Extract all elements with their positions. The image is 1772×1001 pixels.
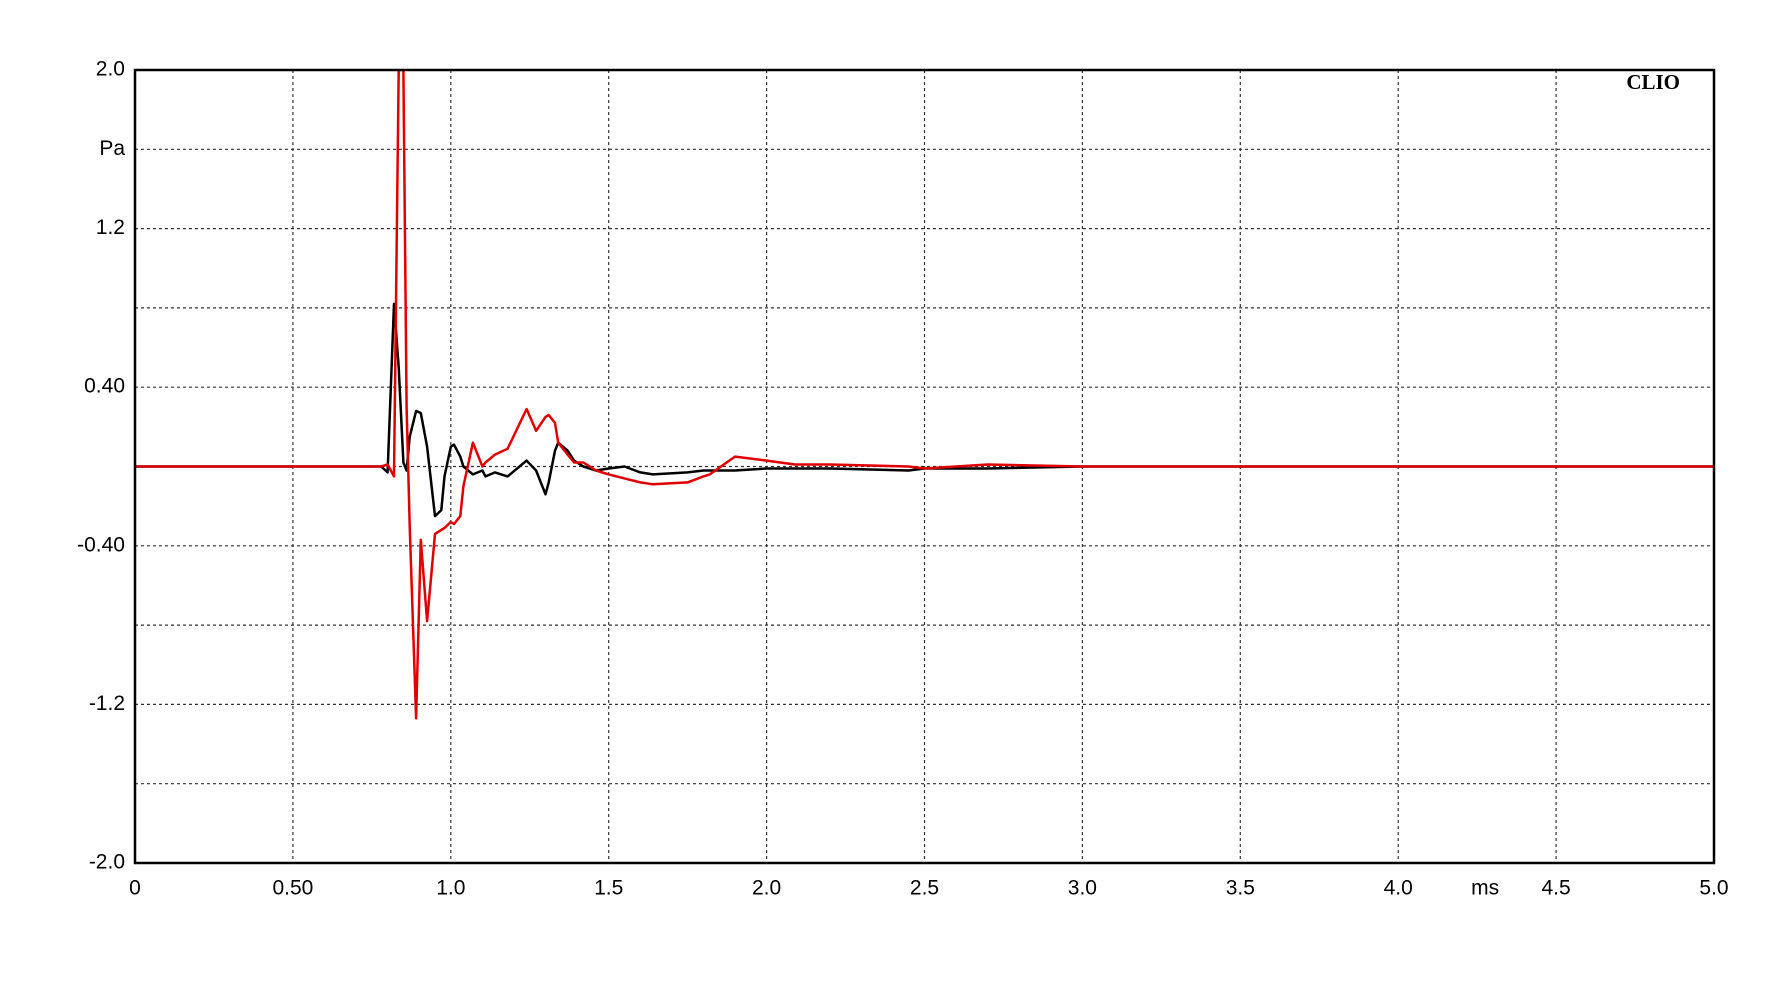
x-tick-label: 0 (129, 877, 141, 900)
y-tick-label: -1.2 (89, 692, 125, 715)
y-tick-label: -0.40 (77, 533, 125, 556)
x-tick-label: 2.0 (752, 877, 781, 900)
x-tick-label: 2.5 (910, 877, 939, 900)
x-axis-label: ms (1471, 877, 1499, 900)
y-tick-label: 1.2 (96, 216, 125, 239)
x-tick-label: 3.5 (1226, 877, 1255, 900)
x-tick-label: 4.5 (1541, 877, 1570, 900)
y-tick-label: Pa (99, 137, 125, 160)
x-tick-label: 3.0 (1068, 877, 1097, 900)
plot-area (135, 70, 1714, 720)
y-tick-label: -2.0 (89, 851, 125, 874)
plot-frame (133, 68, 1716, 865)
y-tick-label: 0.40 (84, 375, 125, 398)
series-line (135, 70, 1714, 720)
x-tick-label: 1.0 (436, 877, 465, 900)
series-line (135, 302, 1714, 518)
annotation: CLIO (1626, 70, 1680, 94)
y-tick-label: 2.0 (96, 58, 125, 81)
x-tick-label: 1.5 (594, 877, 623, 900)
x-tick-label: 0.50 (272, 877, 313, 900)
x-tick-label: 5.0 (1699, 877, 1728, 900)
x-tick-label: 4.0 (1384, 877, 1413, 900)
